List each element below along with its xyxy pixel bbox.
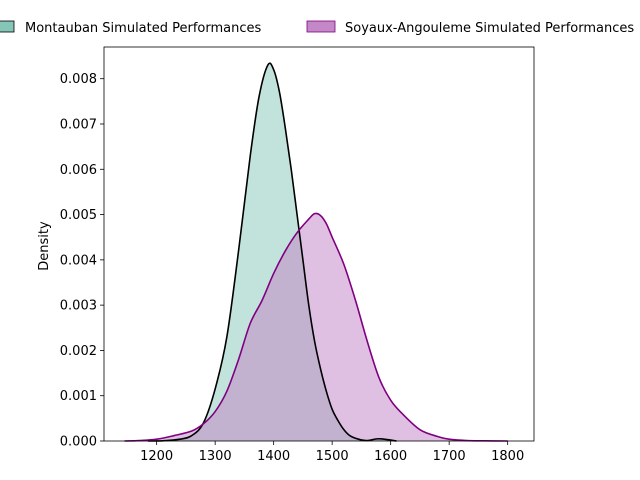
- y-tick-label: 0.007: [60, 117, 97, 132]
- plot-area: 1200 1300 1400 1500 1600 1700 1800 0.0000.0010…: [37, 46, 535, 464]
- x-tick-label: 1600: [374, 449, 407, 464]
- legend: Montauban Simulated Performances Soyaux-…: [0, 20, 634, 36]
- x-tick-label: 1500: [316, 449, 349, 464]
- density-area-soyaux: [124, 213, 508, 441]
- legend-swatch-soyaux: [306, 20, 336, 33]
- y-tick-label: 0.003: [60, 299, 97, 314]
- legend-label-soyaux: Soyaux-Angouleme Simulated Performances: [345, 21, 634, 36]
- x-tick-label: 1800: [491, 449, 524, 464]
- legend-label-montauban: Montauban Simulated Performances: [25, 21, 262, 36]
- x-tick-label: 1200: [140, 449, 173, 464]
- x-axis: 1200 1300 1400 1500 1600 1700 1800: [140, 441, 524, 464]
- y-tick-label: 0.001: [60, 389, 97, 404]
- density-area-montauban: [147, 63, 397, 441]
- plot-frame: [103, 46, 535, 442]
- density-line-soyaux: [124, 212, 508, 442]
- y-tick-label: 0.000: [60, 435, 97, 450]
- legend-swatch-montauban: [0, 20, 15, 33]
- y-tick-label: 0.004: [60, 253, 97, 268]
- series-layer: [124, 62, 508, 442]
- y-axis-label: Density: [37, 221, 52, 271]
- y-tick-label: 0.006: [60, 163, 97, 178]
- y-axis: 0.000 0.001 0.002 0.003 0.004 0.005 0.006 0.007…: [60, 72, 104, 450]
- density-line-montauban: [147, 62, 397, 442]
- y-tick-label: 0.002: [60, 344, 97, 359]
- y-tick-label: 0.005: [60, 208, 97, 223]
- x-tick-label: 1700: [433, 449, 466, 464]
- x-tick-label: 1300: [199, 449, 232, 464]
- x-tick-label: 1400: [257, 449, 290, 464]
- y-tick-label: 0.008: [60, 72, 97, 87]
